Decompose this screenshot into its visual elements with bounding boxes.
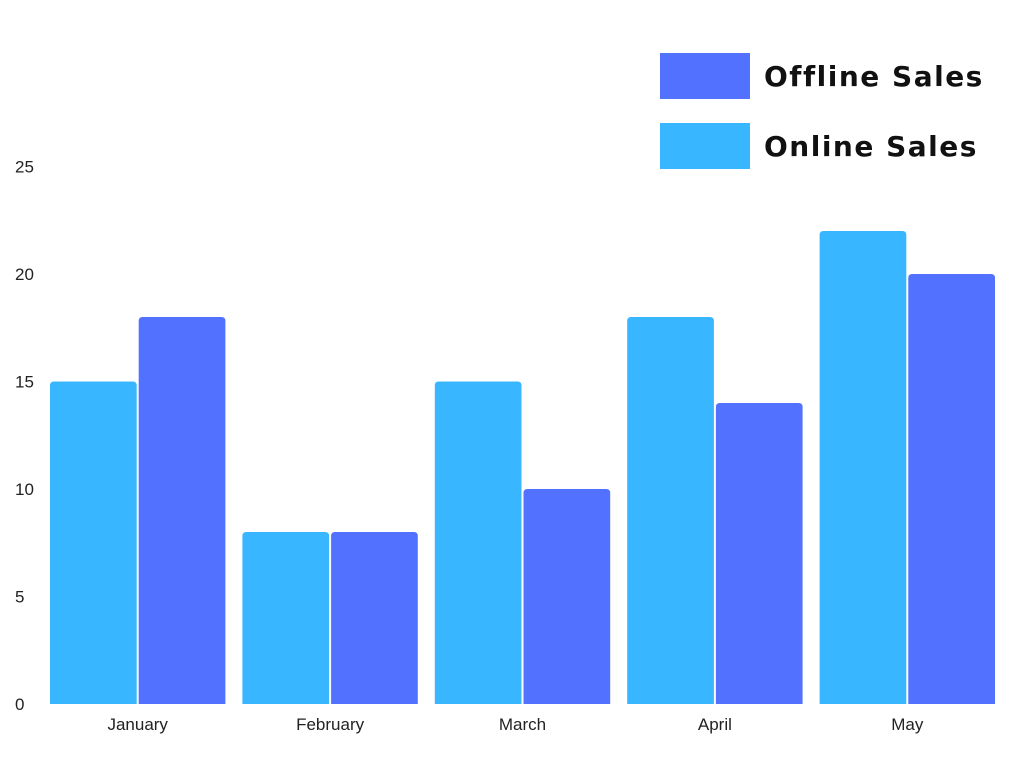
bar-offline-sales-february	[331, 532, 418, 704]
x-tick-label: March	[499, 715, 546, 734]
legend-swatch-online-sales	[660, 123, 750, 169]
legend-label-online-sales: Online Sales	[764, 129, 978, 163]
x-tick-label: January	[107, 715, 168, 734]
y-tick-label: 5	[15, 588, 24, 607]
bar-offline-sales-may	[908, 274, 995, 704]
bar-online-sales-january	[50, 381, 137, 704]
bar-offline-sales-april	[715, 403, 803, 704]
y-tick-label: 25	[15, 158, 34, 177]
bar-offline-sales-january	[138, 317, 226, 704]
bar-online-sales-february	[242, 532, 330, 704]
y-tick-label: 15	[15, 373, 34, 392]
legend-label-offline-sales: Offline Sales	[764, 59, 984, 93]
bar-offline-sales-march	[523, 489, 611, 704]
legend-item-offline-sales: Offline Sales	[660, 53, 984, 99]
legend: Offline Sales Online Sales	[660, 53, 984, 193]
bar-online-sales-april	[627, 317, 714, 704]
bar-online-sales-march	[434, 381, 522, 704]
legend-swatch-offline-sales	[660, 53, 750, 99]
legend-item-online-sales: Online Sales	[660, 123, 984, 169]
y-tick-label: 10	[15, 480, 34, 499]
bar-online-sales-may	[819, 231, 907, 704]
x-tick-label: May	[891, 715, 924, 734]
x-tick-label: April	[698, 715, 732, 734]
y-tick-label: 20	[15, 265, 34, 284]
x-tick-label: February	[296, 715, 365, 734]
y-tick-label: 0	[15, 695, 24, 714]
